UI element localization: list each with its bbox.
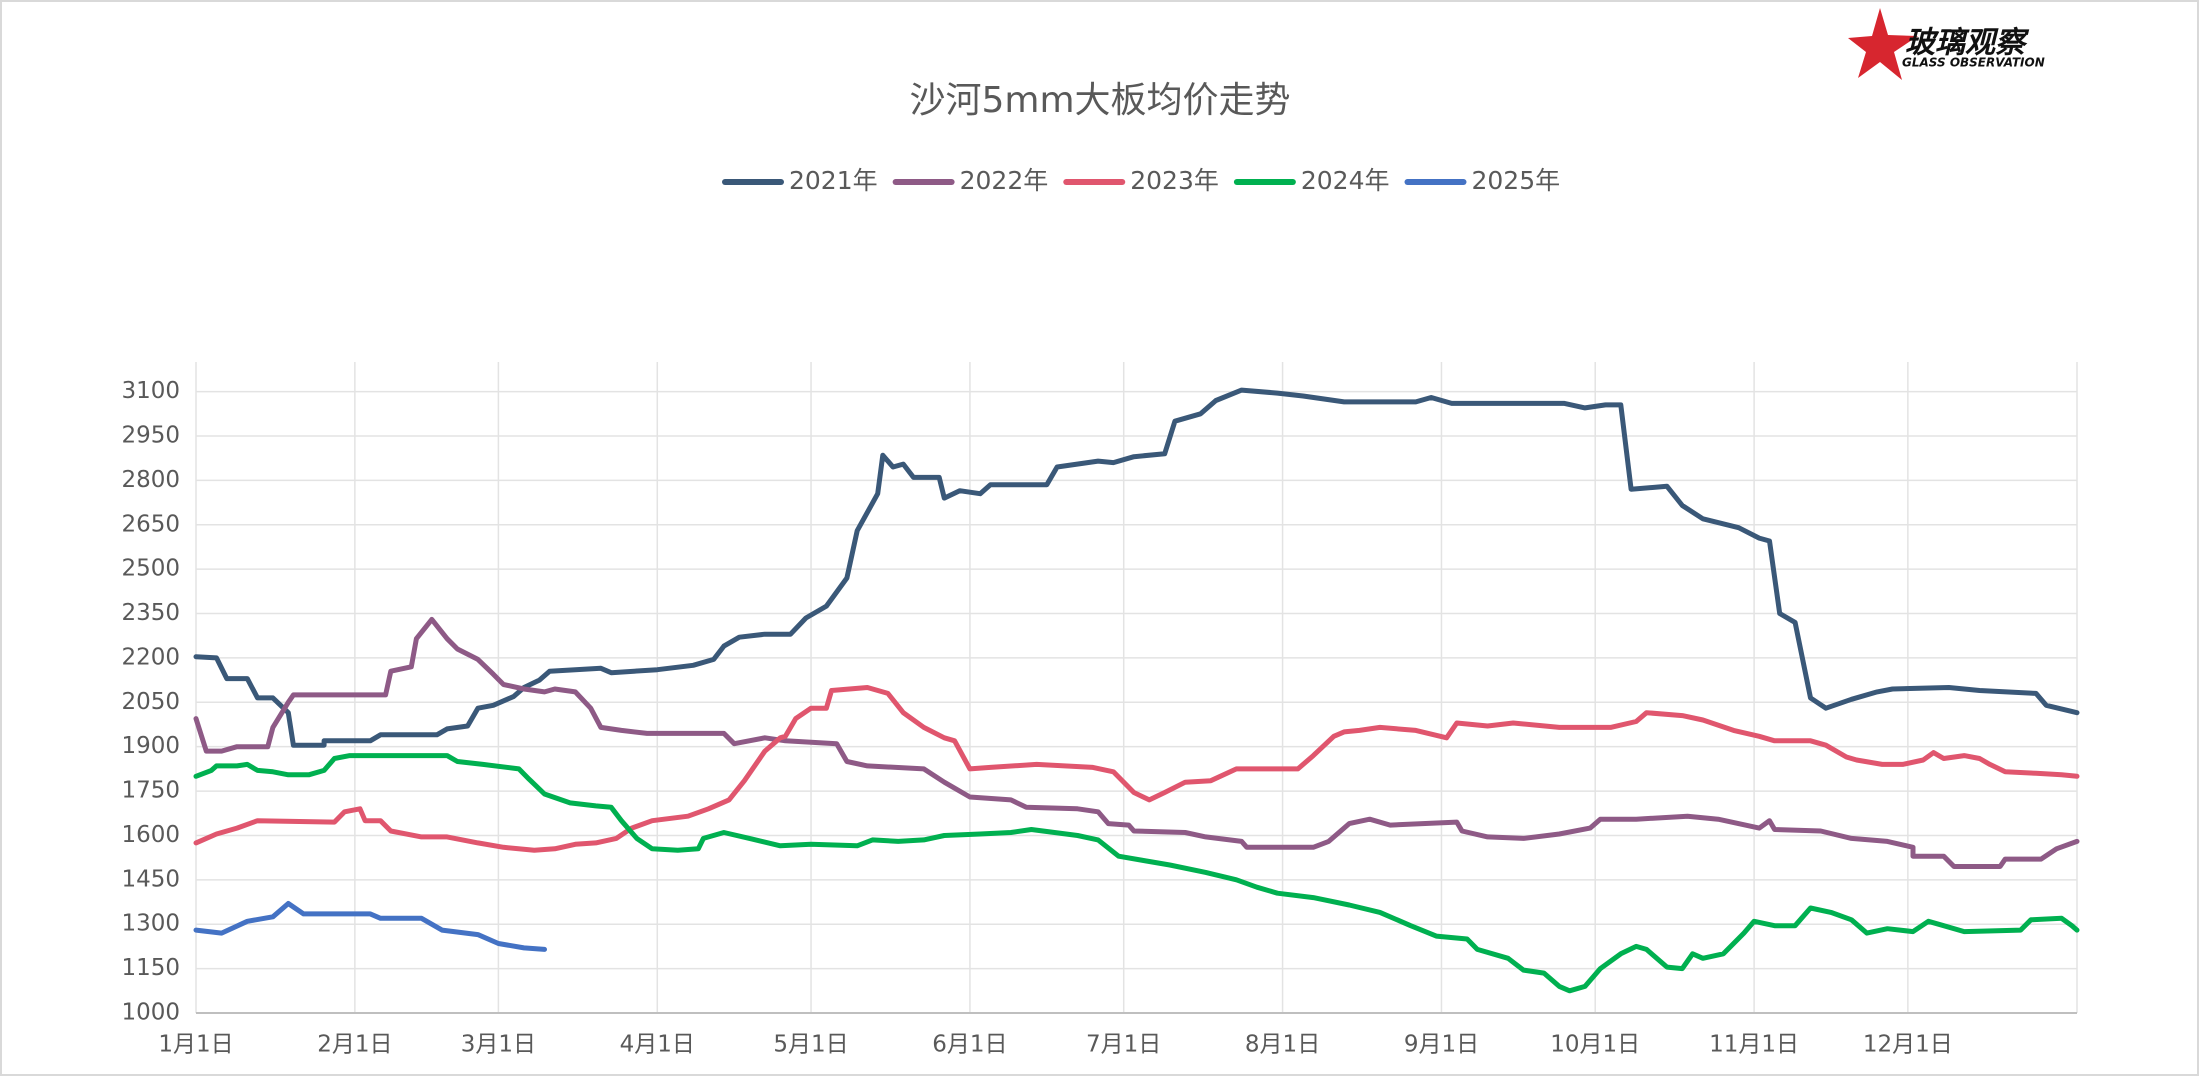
y-tick-label: 1600	[121, 822, 180, 848]
x-tick-label: 8月1日	[1245, 1032, 1320, 1058]
x-tick-label: 11月1日	[1709, 1032, 1799, 1058]
legend-label: 2022年	[960, 166, 1049, 195]
chart-title: 沙河5mm大板均价走势	[909, 80, 1290, 121]
y-tick-label: 2500	[121, 556, 180, 582]
y-tick-label: 2800	[121, 467, 180, 493]
x-tick-label: 10月1日	[1550, 1032, 1640, 1058]
y-tick-label: 1750	[121, 778, 180, 804]
y-tick-label: 2650	[121, 511, 180, 537]
legend-label: 2021年	[789, 166, 878, 195]
y-tick-label: 1900	[121, 733, 180, 759]
line-series	[193, 901, 547, 952]
x-tick-label: 3月1日	[461, 1032, 536, 1058]
y-tick-label: 2200	[121, 644, 180, 670]
y-tick-label: 2050	[121, 689, 180, 715]
line-series	[193, 616, 2080, 869]
legend-label: 2025年	[1472, 166, 1561, 195]
legend-label: 2023年	[1130, 166, 1219, 195]
x-tick-label: 4月1日	[620, 1032, 695, 1058]
y-tick-label: 3100	[121, 378, 180, 404]
logo-star	[1848, 8, 1918, 80]
x-tick-label: 6月1日	[932, 1032, 1007, 1058]
y-tick-label: 1300	[121, 911, 180, 937]
line-series	[193, 387, 2080, 748]
x-tick-label: 1月1日	[158, 1032, 233, 1058]
y-tick-label: 1450	[121, 866, 180, 892]
x-tick-label: 7月1日	[1086, 1032, 1161, 1058]
y-tick-label: 1000	[121, 1000, 180, 1026]
line-series	[193, 685, 2080, 853]
legend-label: 2024年	[1301, 166, 1390, 195]
y-tick-label: 2950	[121, 422, 180, 448]
x-tick-label: 5月1日	[773, 1032, 848, 1058]
logo-text: 玻璃观察	[1905, 26, 2030, 61]
x-tick-label: 2月1日	[317, 1032, 392, 1058]
line-series	[193, 753, 2080, 994]
logo: 玻璃观察 GLASS OBSERVATION	[1848, 8, 2045, 80]
x-tick-label: 9月1日	[1404, 1032, 1479, 1058]
logo-subtitle: GLASS OBSERVATION	[1902, 56, 2045, 70]
y-tick-label: 1150	[121, 955, 180, 981]
x-tick-label: 12月1日	[1863, 1032, 1953, 1058]
y-tick-label: 2350	[121, 600, 180, 626]
